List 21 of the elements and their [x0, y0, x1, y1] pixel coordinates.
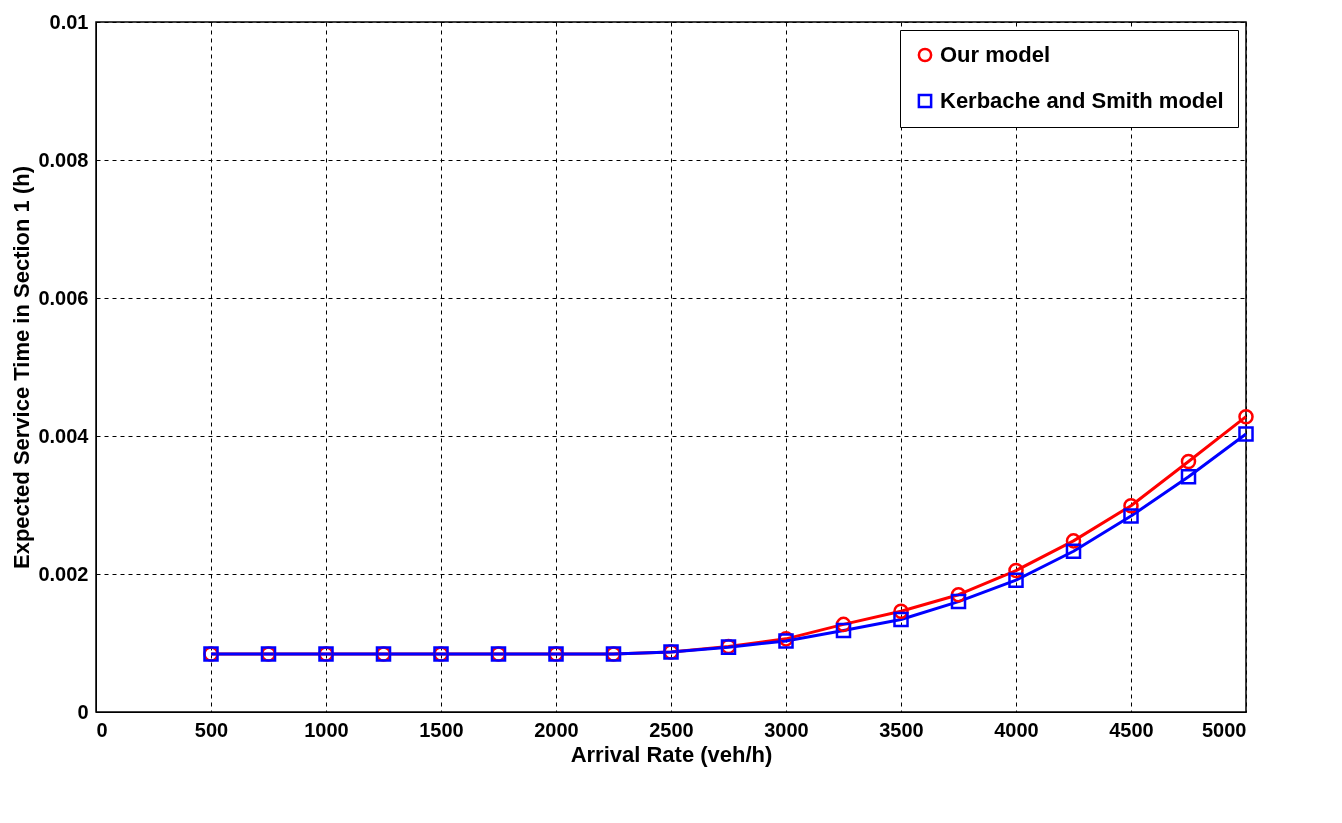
y-tick-label: 0.004	[38, 424, 90, 447]
x-tick-label: 4500	[1109, 718, 1154, 741]
y-tick-label: 0.006	[38, 286, 89, 309]
x-tick-label: 1000	[304, 718, 349, 741]
y-axis-title: Expected Service Time in Section 1 (h)	[9, 165, 35, 570]
x-tick-label: 2000	[534, 718, 579, 741]
x-tick-label: 5000	[1202, 718, 1247, 741]
y-tick-label: 0.01	[49, 10, 89, 33]
x-tick-label: 1500	[419, 718, 464, 741]
x-tick-label: 0	[96, 718, 108, 741]
x-tick-label: 2500	[649, 718, 694, 741]
legend-label: Kerbache and Smith model	[940, 88, 1224, 113]
y-tick-label: 0	[77, 700, 89, 723]
x-tick-label: 3500	[879, 718, 924, 741]
y-tick-label: 0.008	[38, 148, 89, 171]
x-tick-label: 500	[194, 718, 229, 741]
x-axis-title: Arrival Rate (veh/h)	[570, 741, 773, 767]
x-tick-label: 4000	[994, 718, 1039, 741]
x-tick-label: 3000	[764, 718, 809, 741]
legend-label: Our model	[940, 42, 1051, 67]
y-tick-label: 0.002	[38, 562, 89, 585]
